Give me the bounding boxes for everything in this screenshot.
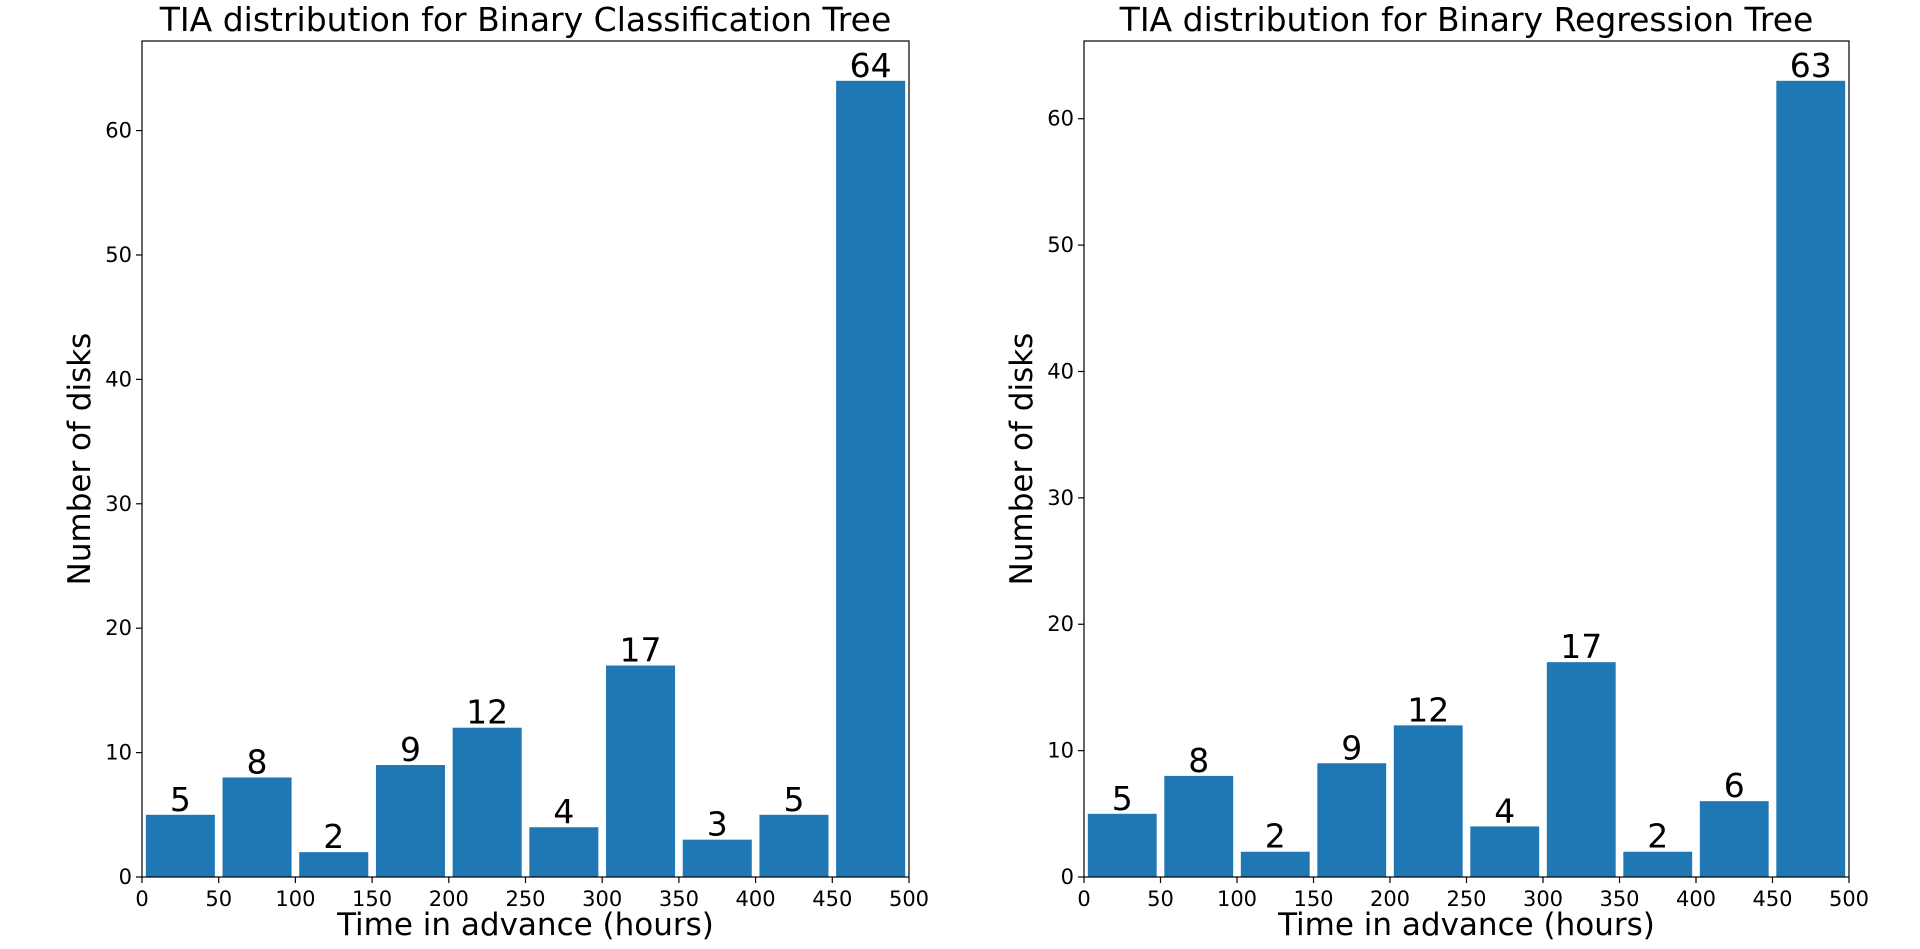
bar-value-label: 63 [1790, 46, 1832, 85]
bar-value-label: 4 [553, 792, 574, 831]
bar [145, 814, 215, 877]
bar [1470, 826, 1540, 877]
x-tick-label: 100 [1217, 887, 1257, 911]
chart-title: TIA distribution for Binary Classificati… [159, 0, 892, 39]
bar-value-label: 17 [620, 631, 662, 670]
x-tick-label: 350 [1599, 887, 1639, 911]
bar-group [145, 80, 906, 878]
bar-value-label: 12 [466, 693, 508, 732]
bar-group [1087, 80, 1846, 878]
x-tick-label: 250 [1446, 887, 1486, 911]
x-tick-label: 450 [812, 887, 852, 911]
x-tick-label: 300 [1523, 887, 1563, 911]
bar-value-label: 5 [170, 780, 191, 819]
x-tick-label: 400 [736, 887, 776, 911]
bar [375, 765, 445, 877]
bar-value-label: 8 [247, 742, 268, 781]
x-tick-label: 350 [659, 887, 699, 911]
plot-frame [141, 40, 910, 878]
bar-value-label: 64 [850, 46, 892, 85]
bar-value-label: 9 [1341, 728, 1362, 767]
bar [682, 839, 752, 877]
data-label-group: 5 8 2 9 12 4 17 2 6 63 [1112, 46, 1832, 856]
chart-title: TIA distribution for Binary Regression T… [1119, 0, 1814, 39]
y-tick-label: 60 [1047, 107, 1074, 131]
y-axis-label: Number of disks [62, 333, 98, 586]
x-tick-label: 250 [505, 887, 545, 911]
x-tick-label: 0 [1077, 887, 1090, 911]
x-tick-label: 150 [352, 887, 392, 911]
y-axis-label: Number of disks [1004, 333, 1040, 586]
y-tick-label: 40 [105, 367, 132, 391]
bar [836, 80, 906, 878]
y-tick-label: 60 [105, 119, 132, 143]
bar [1240, 851, 1310, 877]
y-tick-label: 40 [1047, 359, 1074, 383]
bar-value-label: 4 [1494, 791, 1515, 830]
y-tick-label: 10 [1047, 739, 1074, 763]
y-tick-label: 50 [105, 243, 132, 267]
bar [606, 665, 676, 877]
x-axis-label: Time in advance (hours) [1277, 907, 1655, 943]
x-axis-ticks: 0 50 100 150 200 250 300 350 400 450 500 [1077, 877, 1869, 911]
bar [452, 727, 522, 877]
bar-value-label: 12 [1407, 690, 1449, 729]
x-tick-label: 100 [275, 887, 315, 911]
y-axis-ticks: 0 10 20 30 40 50 60 [1047, 107, 1084, 889]
classification-tree-chart: TIA distribution for Binary Classificati… [62, 0, 929, 943]
x-tick-label: 200 [1370, 887, 1410, 911]
bar [1623, 851, 1693, 877]
x-tick-label: 50 [1147, 887, 1174, 911]
y-tick-label: 50 [1047, 233, 1074, 257]
regression-tree-chart: TIA distribution for Binary Regression T… [1004, 0, 1869, 943]
x-tick-label: 0 [135, 887, 148, 911]
bar [759, 814, 829, 877]
bar [299, 852, 369, 877]
y-tick-label: 30 [1047, 486, 1074, 510]
bar-value-label: 8 [1188, 741, 1209, 780]
bar-value-label: 5 [1112, 779, 1133, 818]
bar-value-label: 2 [1265, 817, 1286, 856]
bar [1164, 775, 1234, 877]
bar-value-label: 3 [707, 805, 728, 844]
y-tick-label: 0 [119, 865, 132, 889]
x-tick-label: 450 [1752, 887, 1792, 911]
bar-value-label: 17 [1560, 627, 1602, 666]
y-tick-label: 20 [105, 616, 132, 640]
data-label-group: 5 8 2 9 12 4 17 3 5 64 [170, 46, 892, 856]
x-tick-label: 200 [429, 887, 469, 911]
bar [1393, 725, 1463, 877]
bar [1776, 80, 1846, 878]
x-axis-ticks: 0 50 100 150 200 250 300 350 400 450 500 [135, 877, 929, 911]
x-tick-label: 300 [582, 887, 622, 911]
x-axis-label: Time in advance (hours) [336, 907, 714, 943]
y-tick-label: 10 [105, 741, 132, 765]
y-tick-label: 0 [1061, 865, 1074, 889]
y-tick-label: 20 [1047, 612, 1074, 636]
y-tick-label: 30 [105, 492, 132, 516]
bar [1087, 813, 1157, 877]
bar [1699, 801, 1769, 877]
y-axis-ticks: 0 10 20 30 40 50 60 [105, 119, 142, 889]
bar-value-label: 2 [323, 817, 344, 856]
bar [1546, 662, 1616, 877]
x-tick-label: 400 [1676, 887, 1716, 911]
bar-value-label: 2 [1647, 817, 1668, 856]
x-tick-label: 50 [205, 887, 232, 911]
x-tick-label: 150 [1293, 887, 1333, 911]
x-tick-label: 500 [889, 887, 929, 911]
x-tick-label: 500 [1829, 887, 1869, 911]
bar [1317, 763, 1387, 877]
bar [529, 827, 599, 877]
plot-frame [1083, 40, 1850, 878]
bar-value-label: 5 [783, 780, 804, 819]
bar [222, 777, 292, 877]
bar-value-label: 6 [1724, 766, 1745, 805]
bar-value-label: 9 [400, 730, 421, 769]
